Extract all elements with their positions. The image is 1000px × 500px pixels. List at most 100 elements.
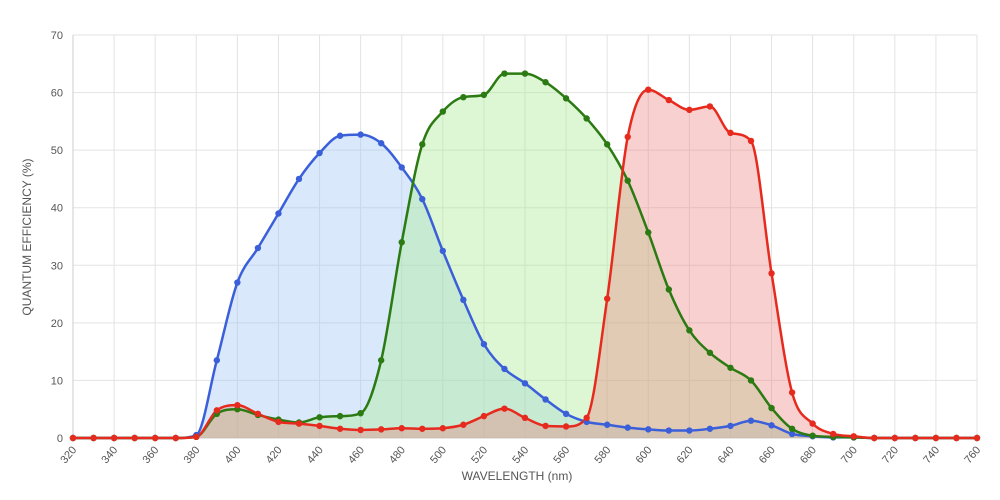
x-tick-label: 400 xyxy=(223,444,244,466)
point xyxy=(419,425,426,432)
point xyxy=(809,432,816,439)
y-tick-label: 50 xyxy=(51,145,63,157)
point xyxy=(501,70,508,77)
point xyxy=(521,414,529,422)
x-tick-label: 580 xyxy=(592,444,613,466)
x-tick-label: 560 xyxy=(551,444,572,466)
y-tick-label: 70 xyxy=(51,30,63,42)
point xyxy=(336,425,344,432)
point xyxy=(603,141,611,148)
line xyxy=(72,72,977,440)
point xyxy=(768,404,775,412)
point xyxy=(398,425,405,432)
area xyxy=(73,73,977,438)
point xyxy=(706,425,714,432)
point xyxy=(521,70,529,77)
point xyxy=(316,149,323,157)
point xyxy=(562,410,570,418)
point xyxy=(665,427,673,434)
point xyxy=(398,164,405,171)
point xyxy=(706,349,714,356)
x-tick-label: 420 xyxy=(264,444,285,466)
point xyxy=(110,434,118,442)
point xyxy=(377,140,385,147)
point xyxy=(809,420,816,427)
point xyxy=(768,422,775,429)
point xyxy=(562,423,570,430)
x-tick-label: 680 xyxy=(798,444,819,466)
point xyxy=(234,279,241,286)
point xyxy=(460,296,467,304)
x-tick-label: 620 xyxy=(675,444,696,466)
point xyxy=(69,434,77,442)
point xyxy=(295,420,303,427)
point xyxy=(932,434,940,442)
point xyxy=(90,434,97,442)
point xyxy=(501,365,508,373)
point xyxy=(254,244,262,252)
x-tick-label: 460 xyxy=(346,444,367,466)
x-tick-label: 760 xyxy=(962,444,983,466)
point xyxy=(912,434,919,442)
point xyxy=(542,79,549,86)
point xyxy=(460,93,467,101)
point xyxy=(480,91,488,99)
point xyxy=(562,95,570,102)
x-tick-label: 640 xyxy=(716,444,737,466)
point xyxy=(747,417,755,424)
point xyxy=(727,422,734,430)
point xyxy=(193,433,200,441)
point xyxy=(645,229,652,236)
point xyxy=(521,380,529,387)
point xyxy=(645,426,652,433)
point xyxy=(973,434,981,442)
point xyxy=(213,357,221,364)
x-tick-label: 320 xyxy=(58,444,79,466)
point xyxy=(357,410,364,417)
y-tick-label: 10 xyxy=(51,375,63,387)
point xyxy=(357,426,364,434)
point xyxy=(480,340,488,348)
point xyxy=(316,422,323,430)
point xyxy=(686,427,693,434)
point xyxy=(624,133,631,141)
point xyxy=(788,430,796,438)
point xyxy=(624,424,631,431)
point xyxy=(768,270,775,277)
y-tick-label: 60 xyxy=(51,88,63,100)
x-tick-label: 480 xyxy=(387,444,408,466)
x-tick-label: 720 xyxy=(880,444,901,466)
x-tick-label: 500 xyxy=(428,444,449,466)
point xyxy=(747,137,755,145)
x-tick-label: 660 xyxy=(757,444,778,466)
x-tick-label: 440 xyxy=(305,444,326,466)
x-tick-label: 360 xyxy=(140,444,161,466)
point xyxy=(275,418,282,426)
point xyxy=(542,422,549,430)
point xyxy=(747,377,755,384)
point xyxy=(316,414,323,421)
point xyxy=(439,425,447,432)
point xyxy=(501,405,508,412)
point xyxy=(603,421,611,428)
x-tick-label: 540 xyxy=(510,444,531,466)
x-tick-label: 700 xyxy=(839,444,860,466)
point xyxy=(419,195,426,203)
point xyxy=(377,426,385,433)
point xyxy=(377,357,385,364)
y-tick-label: 30 xyxy=(51,260,63,272)
point xyxy=(583,414,590,422)
point xyxy=(829,430,837,438)
point xyxy=(686,327,693,334)
point xyxy=(336,412,344,420)
point xyxy=(213,407,221,414)
point xyxy=(131,434,138,442)
x-axis-label: WAVELENGTH (nm) xyxy=(462,469,573,483)
point xyxy=(336,132,344,139)
y-tick-label: 40 xyxy=(51,203,63,215)
point xyxy=(439,108,447,115)
point xyxy=(275,210,282,217)
point xyxy=(706,103,714,110)
